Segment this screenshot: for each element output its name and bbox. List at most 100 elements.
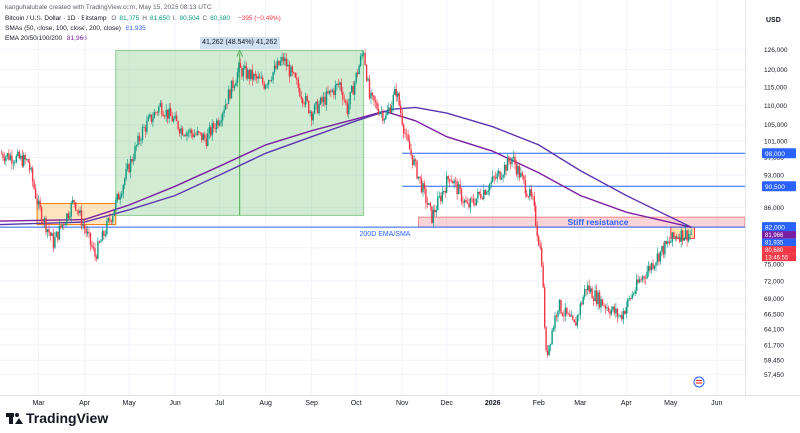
ema-legend-row[interactable]: EMA 20/50/100/200 81,966 [5,34,90,43]
candle [72,196,74,205]
candle [575,316,577,326]
tradingview-logo[interactable]: TradingView [6,410,108,426]
candle [422,181,424,197]
candle [524,174,527,199]
candle [15,154,17,164]
candle [664,240,666,259]
candle [302,97,304,108]
candle [146,115,148,135]
candle [343,94,345,103]
candle [158,105,160,117]
candle [444,187,446,198]
candle [655,261,657,272]
candle [80,204,83,230]
candle [600,296,602,313]
candle [354,80,356,101]
candle [653,264,656,271]
candle [37,194,40,210]
candle [686,229,688,247]
candle [281,52,283,67]
candle [110,219,112,225]
candle [446,171,448,194]
candle [361,49,363,60]
candle [70,200,72,223]
candle [569,309,571,318]
price-tick-label: 126,000 [764,47,788,54]
sma-legend-row[interactable]: SMAs (50, close, 100, close, 200, close)… [5,24,149,33]
candle [656,247,659,266]
candle [230,80,233,99]
candle [411,154,414,169]
candle [367,76,369,82]
candle [397,90,399,102]
candle [370,89,372,105]
price-badge-label: 13:46:55 [765,256,789,262]
candle [60,225,62,230]
candle [373,95,375,107]
ema-legend-value: 81,966 [66,35,87,42]
candle [416,159,418,180]
candle [256,73,258,84]
candle [17,149,19,158]
candle [18,149,20,160]
candle [514,152,516,170]
candle [591,285,593,299]
candle [128,162,130,174]
candle [615,302,617,319]
price-axis: 126,000 120,000 115,000 110,000 105,000 101,0… [745,0,796,395]
candle [226,103,228,109]
candle [140,137,142,147]
candle [357,69,359,78]
level-badge-label: 98,000 [765,151,785,158]
candle [389,103,391,114]
candle [592,295,595,306]
candle [144,124,147,138]
candle [159,100,161,108]
candle [45,215,47,236]
candle [88,227,90,239]
candle [168,103,170,124]
candle [505,163,507,176]
time-tick-label: Jun [169,400,180,407]
candle [671,232,673,247]
candle [49,231,52,241]
candle [299,83,301,98]
candle [680,228,682,248]
candle [288,60,291,83]
candle [21,150,23,168]
candle [161,100,163,118]
candle [257,71,259,84]
candle [113,210,115,217]
candle [676,233,678,242]
candle [552,325,555,333]
candle [34,184,37,199]
candle [662,242,665,259]
candle [8,149,10,161]
candle [417,176,420,181]
candle [309,110,311,117]
candle [272,71,274,84]
candle [115,197,117,214]
candle [266,82,268,89]
candle [682,230,684,246]
candle [278,60,280,66]
candle [474,197,476,207]
candle [210,125,212,138]
candle [83,218,86,235]
candle [633,292,635,297]
candle [539,240,541,251]
candle [109,212,111,225]
candle [103,229,105,240]
time-tick-label: Apr [79,400,91,407]
candle [358,64,360,75]
candle [156,110,158,116]
candle [61,224,63,230]
candle [512,150,515,162]
candle [172,116,175,124]
candle [251,64,253,86]
candle [48,223,50,237]
time-tick-label: Sep [305,400,318,407]
candle [100,239,102,243]
candle [275,61,277,70]
